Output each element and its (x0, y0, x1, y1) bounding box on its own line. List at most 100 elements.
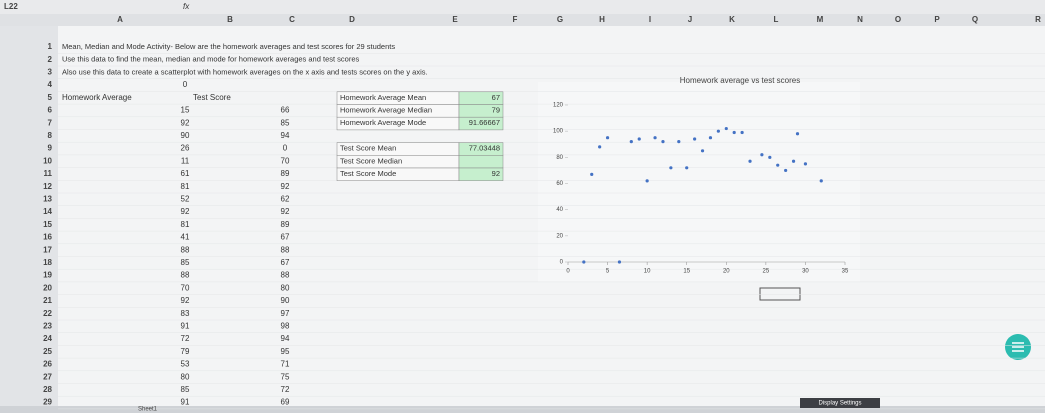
row-number[interactable]: 6 (48, 106, 53, 115)
row-number[interactable]: 3 (48, 68, 53, 77)
row-number[interactable]: 4 (48, 80, 53, 89)
row-number[interactable]: 7 (48, 118, 53, 127)
stat-value: 91.66667 (469, 118, 500, 127)
status-button-label[interactable]: Display Settings (818, 401, 861, 407)
point (700, 149, 705, 153)
column-label: Homework Average (62, 93, 132, 102)
homework-value: 80 (181, 372, 190, 381)
column-header-bar (0, 14, 1045, 26)
row-number[interactable]: 9 (48, 144, 53, 153)
selected-cell[interactable] (759, 287, 801, 301)
test-value: 90 (281, 296, 290, 305)
point (661, 140, 665, 144)
column-header[interactable]: G (557, 15, 563, 24)
row-number[interactable]: 27 (43, 372, 52, 381)
row-number[interactable]: 24 (43, 334, 52, 343)
point (582, 260, 586, 264)
point (637, 137, 641, 141)
row-number[interactable]: 23 (43, 322, 52, 331)
column-header[interactable]: E (452, 15, 458, 24)
column-header[interactable]: A (117, 15, 123, 24)
row-number[interactable]: 10 (43, 156, 52, 165)
point (653, 136, 657, 140)
x-tick-label: 10 (644, 269, 651, 275)
row-number[interactable]: 25 (43, 347, 52, 356)
test-value: 89 (281, 169, 290, 178)
column-header[interactable]: C (289, 15, 295, 24)
row-number[interactable]: 18 (43, 258, 52, 267)
homework-value: 15 (181, 106, 190, 115)
display-settings-button[interactable] (800, 398, 880, 408)
column-header[interactable]: F (513, 15, 518, 24)
point (732, 130, 736, 135)
row-number[interactable]: 15 (43, 220, 52, 229)
test-value: 85 (281, 118, 290, 127)
column-header[interactable]: O (895, 15, 901, 24)
row-number[interactable]: 1 (48, 42, 53, 51)
column-header[interactable]: B (227, 15, 233, 24)
x-tick-label: 35 (842, 269, 849, 275)
homework-value: 85 (181, 385, 190, 394)
column-header[interactable]: P (934, 15, 940, 24)
point (740, 130, 744, 135)
test-value: 92 (281, 207, 290, 216)
homework-value: 91 (181, 322, 190, 331)
homework-value: 11 (181, 156, 190, 165)
column-header[interactable]: I (649, 15, 651, 24)
homework-value: 91 (181, 398, 190, 407)
test-value: 88 (281, 271, 290, 280)
row-number[interactable]: 16 (43, 233, 52, 242)
status-bar (0, 406, 1045, 413)
row-number[interactable]: 21 (43, 296, 52, 305)
row-number[interactable]: 17 (43, 245, 52, 254)
x-tick-label: 25 (763, 269, 770, 275)
name-box[interactable]: L22 (4, 2, 18, 11)
row-number[interactable]: 12 (43, 182, 52, 191)
column-header[interactable]: L (774, 15, 779, 24)
column-header[interactable]: N (857, 15, 863, 24)
homework-value: 88 (181, 245, 190, 254)
test-value: 95 (281, 347, 290, 356)
stat-label: Test Score Mode (340, 169, 396, 178)
point (748, 159, 752, 163)
test-value: 67 (281, 258, 290, 267)
row-number[interactable]: 28 (43, 385, 52, 394)
test-value: 62 (281, 195, 290, 204)
column-header[interactable]: Q (972, 15, 978, 24)
stat-label: Homework Average Mean (340, 93, 426, 102)
y-tick-label: 40 (556, 207, 563, 213)
row-number[interactable]: 13 (43, 195, 52, 204)
row-number[interactable]: 5 (48, 93, 53, 102)
sheet-tab[interactable]: Sheet1 (138, 407, 158, 413)
row-number[interactable]: 22 (43, 309, 52, 318)
column-header[interactable]: R (1035, 15, 1041, 24)
stat-value-cell (458, 116, 504, 131)
row-number[interactable]: 29 (43, 398, 52, 407)
row-number[interactable]: 8 (48, 131, 53, 140)
homework-value: 88 (181, 271, 190, 280)
column-header[interactable]: M (817, 15, 824, 24)
stat-value-cell (458, 155, 504, 169)
point (708, 136, 713, 140)
note: Mean, Median and Mode Activity- Below ar… (62, 42, 395, 51)
row-number[interactable]: 11 (44, 169, 53, 178)
note: Use this data to find the mean, median a… (62, 55, 359, 64)
test-value: 89 (281, 220, 290, 229)
row-number[interactable]: 19 (43, 271, 52, 280)
column-header[interactable]: D (349, 15, 355, 24)
x-tick-label: 20 (723, 269, 730, 275)
column-header[interactable]: H (599, 15, 605, 24)
point (803, 162, 808, 166)
point (760, 153, 764, 157)
row-number[interactable]: 2 (48, 55, 53, 64)
row-number[interactable]: 26 (43, 360, 52, 369)
point (685, 166, 689, 170)
note: Also use this data to create a scatterpl… (62, 67, 428, 76)
row-number[interactable]: 20 (43, 283, 52, 292)
homework-value: 92 (181, 207, 190, 216)
row-number[interactable]: 14 (43, 207, 52, 216)
function-label: fx (183, 2, 190, 11)
column-header[interactable]: J (688, 15, 692, 24)
column-header[interactable]: K (729, 15, 735, 24)
